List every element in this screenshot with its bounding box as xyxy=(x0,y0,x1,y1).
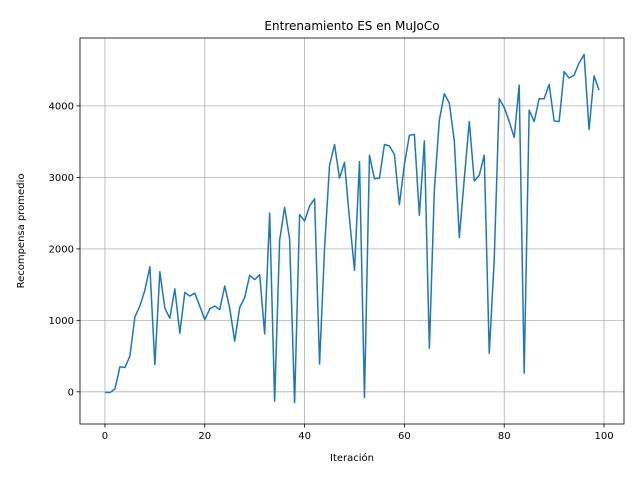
x-axis-ticks: 0 20 40 60 80 100 xyxy=(102,424,614,442)
chart-title: Entrenamiento ES en MuJoCo xyxy=(264,19,439,33)
y-tick-label: 3000 xyxy=(49,173,74,184)
x-tick-label: 60 xyxy=(398,431,411,442)
y-axis-label: Recompensa promedio xyxy=(16,174,27,289)
x-tick-label: 0 xyxy=(102,431,108,442)
x-axis-label: Iteración xyxy=(330,452,374,464)
grid-lines xyxy=(80,38,624,424)
x-tick-label: 20 xyxy=(198,431,211,442)
y-tick-label: 2000 xyxy=(49,244,74,255)
series-line xyxy=(104,53,600,404)
plot-frame xyxy=(79,37,625,425)
x-tick-label: 100 xyxy=(594,431,613,442)
x-tick-label: 40 xyxy=(298,431,311,442)
x-tick-label: 80 xyxy=(498,431,511,442)
y-tick-label: 0 xyxy=(68,387,74,398)
y-tick-label: 4000 xyxy=(49,101,74,112)
y-tick-label: 1000 xyxy=(49,316,74,327)
y-axis-ticks: 0 1000 2000 3000 4000 xyxy=(49,101,80,398)
series-layer xyxy=(104,53,600,404)
